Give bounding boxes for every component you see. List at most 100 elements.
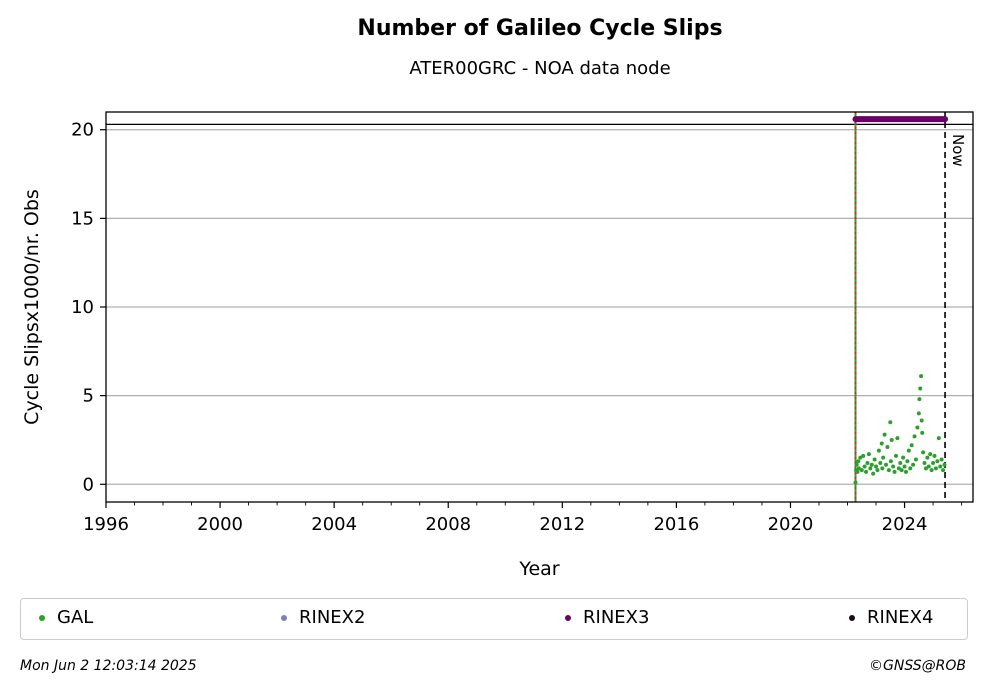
gal-point <box>889 437 894 442</box>
gal-point <box>878 461 883 465</box>
gal-point <box>861 453 866 458</box>
gal-point <box>919 418 924 423</box>
gal-point <box>896 466 901 471</box>
gal-point <box>906 448 911 453</box>
gal-point <box>875 468 880 473</box>
gal-point <box>895 436 900 441</box>
gal-point <box>865 461 870 465</box>
gal-point <box>886 468 891 473</box>
gal-point <box>880 466 885 471</box>
legend-marker <box>849 614 855 621</box>
chart-title: Number of Galileo Cycle Slips <box>357 16 723 41</box>
gal-point <box>898 461 903 465</box>
gal-point <box>868 466 873 471</box>
legend-marker <box>39 614 45 621</box>
gal-point <box>935 459 940 464</box>
legend-label: GAL <box>57 607 94 628</box>
gal-point <box>879 441 884 446</box>
gal-point <box>899 468 904 473</box>
footer-timestamp: Mon Jun 2 12:03:14 2025 <box>20 658 197 674</box>
gal-point <box>884 462 889 467</box>
gal-point <box>939 457 944 462</box>
gal-point <box>876 448 881 453</box>
gal-point <box>888 420 893 425</box>
gal-point <box>912 434 917 439</box>
gal-point <box>941 468 946 473</box>
gal-point <box>872 457 877 462</box>
x-tick-label: 2016 <box>653 514 699 535</box>
y-tick-label: 20 <box>71 120 94 141</box>
x-tick-label: 2000 <box>197 514 243 535</box>
chart-subtitle: ATER00GRC - NOA data node <box>409 58 671 79</box>
gal-point <box>885 445 890 450</box>
legend-item-gal: GAL <box>39 607 93 628</box>
gal-point <box>925 455 930 460</box>
gal-point <box>919 374 924 379</box>
footer-credit: ©GNSS@ROB <box>869 658 966 674</box>
y-axis-label: Cycle Slipsx1000/nr. Obs <box>21 189 43 425</box>
gal-point <box>928 452 933 457</box>
chart-marks: Now <box>106 112 973 502</box>
gal-point <box>866 452 871 457</box>
gal-point <box>908 466 913 471</box>
gal-point <box>926 464 931 469</box>
y-tick-label: 15 <box>71 208 94 229</box>
gal-point <box>922 461 927 465</box>
gal-point <box>905 459 910 464</box>
legend-marker <box>281 614 287 621</box>
legend-label: RINEX2 <box>299 607 366 628</box>
gal-point <box>871 471 876 476</box>
gal-point <box>936 436 941 441</box>
gal-point <box>933 466 938 471</box>
gal-point <box>920 430 925 435</box>
gal-point <box>901 455 906 460</box>
gal-point <box>882 432 887 437</box>
x-axis-label: Year <box>518 558 559 580</box>
x-tick-label: 2012 <box>539 514 585 535</box>
gal-point <box>909 443 914 448</box>
legend-item-rinex4: RINEX4 <box>849 607 933 628</box>
gal-point <box>856 466 861 471</box>
gal-point <box>913 457 918 462</box>
gal-point <box>858 455 863 460</box>
y-tick-label: 0 <box>83 474 94 495</box>
x-tick-label: 2004 <box>311 514 357 535</box>
chart-axes: 0 5 10 15 20 1996 2000 2004 2008 2012 2016 2020 2024… <box>21 111 974 580</box>
gal-point <box>893 453 898 458</box>
x-tick-label: 1996 <box>83 514 129 535</box>
x-tick-label: 2024 <box>882 514 928 535</box>
gal-point <box>917 397 922 402</box>
gal-point <box>856 459 861 464</box>
legend-marker <box>565 614 571 621</box>
gal-point <box>932 453 937 458</box>
gal-point <box>923 466 928 471</box>
gal-point <box>903 469 908 474</box>
gal-point <box>918 386 923 391</box>
x-tick-label: 2008 <box>425 514 471 535</box>
now-label: Now <box>949 134 967 167</box>
gal-point <box>888 459 893 464</box>
gal-point <box>942 462 947 467</box>
y-tick-label: 10 <box>71 297 94 318</box>
gal-point <box>874 464 879 469</box>
gal-point <box>853 480 858 485</box>
gal-point <box>902 464 907 469</box>
gal-point <box>916 411 921 416</box>
gal-point <box>864 469 869 474</box>
legend-item-rinex2: RINEX2 <box>281 607 365 628</box>
grid-lines <box>106 129 973 485</box>
gal-point <box>931 461 936 465</box>
legend-item-rinex3: RINEX3 <box>565 607 649 628</box>
gal-point <box>862 464 867 469</box>
gal-point <box>891 464 896 469</box>
legend-label: RINEX4 <box>867 607 934 628</box>
gal-point <box>869 462 874 467</box>
gal-point <box>929 468 934 473</box>
gal-point <box>911 462 916 467</box>
gal-point <box>859 468 864 473</box>
gal-point <box>892 469 897 474</box>
y-tick-label: 5 <box>83 386 94 407</box>
x-tick-label: 2020 <box>768 514 814 535</box>
gal-point <box>915 425 920 430</box>
